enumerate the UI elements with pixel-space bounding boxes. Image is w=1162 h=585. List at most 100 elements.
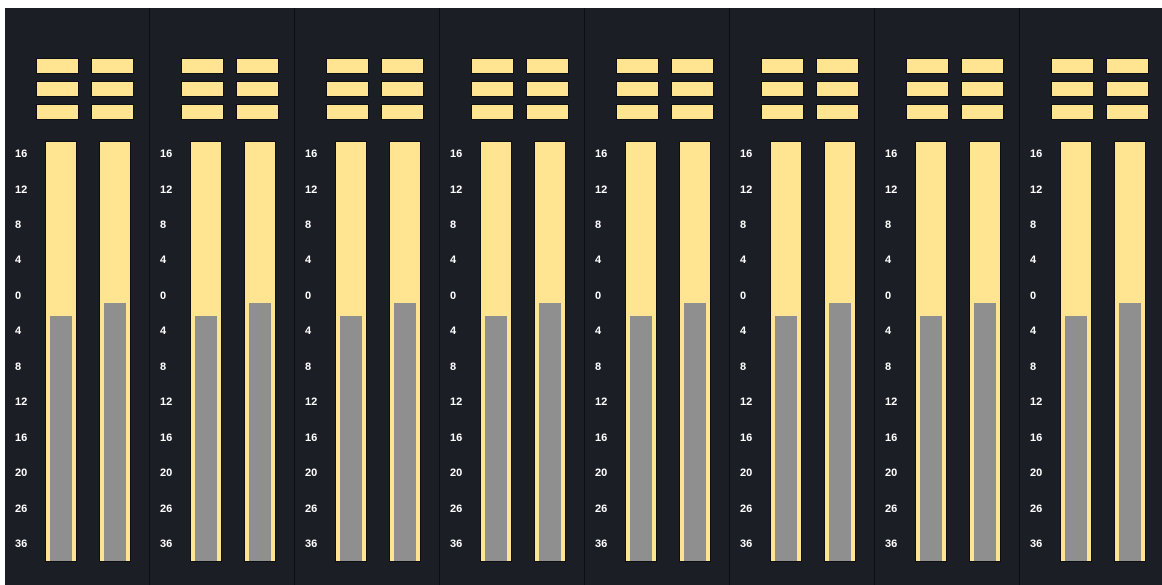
scale-label: 36 xyxy=(1030,538,1043,550)
channel-7-button-r1-c2[interactable] xyxy=(961,58,1004,74)
channel-3-button-r3-c2[interactable] xyxy=(381,104,424,120)
scale-label: 12 xyxy=(160,396,173,408)
channel-2-button-r1-c2[interactable] xyxy=(236,58,279,74)
channel-2-button-r1-c1[interactable] xyxy=(181,58,224,74)
scale-label: 16 xyxy=(885,432,898,444)
scale-label: 36 xyxy=(595,538,608,550)
channel-5-button-r3-c2[interactable] xyxy=(671,104,714,120)
scale-label: 20 xyxy=(595,467,608,479)
meter-level-fill xyxy=(630,316,652,561)
channel-7-button-r2-c2[interactable] xyxy=(961,81,1004,97)
scale-label: 26 xyxy=(15,503,28,515)
scale-label: 26 xyxy=(885,503,898,515)
channel-3-button-r2-c1[interactable] xyxy=(326,81,369,97)
scale-label: 8 xyxy=(305,361,312,373)
scale-label: 8 xyxy=(15,361,22,373)
channel-1-button-r1-c2[interactable] xyxy=(91,58,134,74)
channel-3-button-r2-c2[interactable] xyxy=(381,81,424,97)
scale-label: 36 xyxy=(885,538,898,550)
channel-4-button-r3-c1[interactable] xyxy=(471,104,514,120)
scale-label: 8 xyxy=(885,361,892,373)
scale-label: 12 xyxy=(305,396,318,408)
channel-3-button-r3-c1[interactable] xyxy=(326,104,369,120)
channel-2-button-r3-c1[interactable] xyxy=(181,104,224,120)
scale-label: 26 xyxy=(450,503,463,515)
channel-4-button-r1-c2[interactable] xyxy=(526,58,569,74)
channel-3-button-r1-c1[interactable] xyxy=(326,58,369,74)
scale-label: 12 xyxy=(15,396,28,408)
scale-label: 16 xyxy=(450,148,463,160)
channel-5-meter-right xyxy=(679,141,711,562)
meter-level-fill xyxy=(340,316,362,561)
scale-label: 4 xyxy=(15,254,22,266)
scale-label: 4 xyxy=(160,254,167,266)
channel-5-button-r1-c1[interactable] xyxy=(616,58,659,74)
channel-6-button-r1-c1[interactable] xyxy=(761,58,804,74)
channel-2-button-r2-c2[interactable] xyxy=(236,81,279,97)
channel-8-button-r2-c1[interactable] xyxy=(1051,81,1094,97)
channel-6-button-r3-c2[interactable] xyxy=(816,104,859,120)
channel-1-button-r2-c2[interactable] xyxy=(91,81,134,97)
scale-label: 12 xyxy=(305,184,318,196)
channel-6-button-r2-c2[interactable] xyxy=(816,81,859,97)
channel-6-button-r3-c1[interactable] xyxy=(761,104,804,120)
channel-2-button-r3-c2[interactable] xyxy=(236,104,279,120)
channel-divider xyxy=(149,8,150,585)
channel-6-meter-left xyxy=(770,141,802,562)
channel-8-button-r1-c1[interactable] xyxy=(1051,58,1094,74)
channel-8-button-r3-c1[interactable] xyxy=(1051,104,1094,120)
scale-label: 16 xyxy=(595,432,608,444)
channel-8-button-r3-c2[interactable] xyxy=(1106,104,1149,120)
channel-1-button-r2-c1[interactable] xyxy=(36,81,79,97)
scale-label: 12 xyxy=(885,396,898,408)
channel-4-button-r3-c2[interactable] xyxy=(526,104,569,120)
channel-5-button-r2-c1[interactable] xyxy=(616,81,659,97)
channel-5-button-r1-c2[interactable] xyxy=(671,58,714,74)
scale-label: 20 xyxy=(1030,467,1043,479)
scale-label: 12 xyxy=(740,184,753,196)
channel-1-button-r3-c1[interactable] xyxy=(36,104,79,120)
scale-label: 8 xyxy=(450,219,457,231)
scale-label: 12 xyxy=(1030,184,1043,196)
channel-4-button-r2-c2[interactable] xyxy=(526,81,569,97)
scale-label: 16 xyxy=(15,432,28,444)
channel-1-button-r3-c2[interactable] xyxy=(91,104,134,120)
channel-7-button-r1-c1[interactable] xyxy=(906,58,949,74)
channel-7-button-r3-c2[interactable] xyxy=(961,104,1004,120)
scale-label: 4 xyxy=(740,325,747,337)
scale-label: 4 xyxy=(740,254,747,266)
scale-label: 20 xyxy=(740,467,753,479)
scale-label: 4 xyxy=(1030,254,1037,266)
scale-label: 20 xyxy=(305,467,318,479)
channel-strip-8: 16 12 8 4 0 4 8 12 16 20 26 36 xyxy=(1020,8,1162,585)
scale-label: 8 xyxy=(885,219,892,231)
scale-label: 8 xyxy=(595,361,602,373)
channel-5-button-r2-c2[interactable] xyxy=(671,81,714,97)
scale-label: 20 xyxy=(885,467,898,479)
channel-3-button-r1-c2[interactable] xyxy=(381,58,424,74)
channel-divider xyxy=(729,8,730,585)
channel-7-button-r2-c1[interactable] xyxy=(906,81,949,97)
channel-7-meter-right xyxy=(969,141,1001,562)
channel-7-button-r3-c1[interactable] xyxy=(906,104,949,120)
channel-8-button-r2-c2[interactable] xyxy=(1106,81,1149,97)
scale-label: 8 xyxy=(740,219,747,231)
channel-4-button-r2-c1[interactable] xyxy=(471,81,514,97)
channel-strip-1: 16 12 8 4 0 4 8 12 16 20 26 36 xyxy=(5,8,149,585)
channel-2-button-r2-c1[interactable] xyxy=(181,81,224,97)
channel-4-button-r1-c1[interactable] xyxy=(471,58,514,74)
scale-label: 20 xyxy=(450,467,463,479)
scale-label: 0 xyxy=(885,290,892,302)
scale-label: 12 xyxy=(450,184,463,196)
channel-6-button-r1-c2[interactable] xyxy=(816,58,859,74)
channel-8-button-r1-c2[interactable] xyxy=(1106,58,1149,74)
meter-level-fill xyxy=(829,303,851,561)
channel-5-button-r3-c1[interactable] xyxy=(616,104,659,120)
scale-label: 12 xyxy=(885,184,898,196)
scale-label: 12 xyxy=(595,184,608,196)
scale-label: 26 xyxy=(740,503,753,515)
channel-1-button-r1-c1[interactable] xyxy=(36,58,79,74)
scale-label: 0 xyxy=(595,290,602,302)
channel-6-button-r2-c1[interactable] xyxy=(761,81,804,97)
channel-5-meter-left xyxy=(625,141,657,562)
